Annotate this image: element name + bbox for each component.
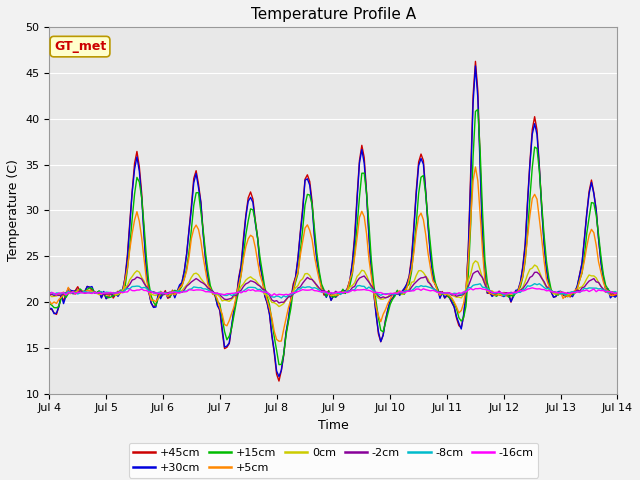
+30cm [472, 63, 479, 69]
0cm [507, 290, 515, 296]
+15cm [261, 285, 269, 290]
Title: Temperature Profile A: Temperature Profile A [251, 7, 416, 22]
X-axis label: Time: Time [318, 419, 349, 432]
+5cm [261, 288, 269, 294]
+5cm [611, 292, 619, 298]
+30cm [45, 305, 53, 311]
-16cm [109, 290, 117, 296]
-16cm [268, 293, 276, 299]
Text: GT_met: GT_met [54, 40, 106, 53]
-2cm [474, 268, 482, 274]
Line: 0cm: 0cm [49, 261, 618, 307]
-16cm [261, 289, 269, 295]
0cm [275, 304, 283, 310]
-8cm [372, 290, 380, 296]
-16cm [529, 285, 536, 291]
Legend: +45cm, +30cm, +15cm, +5cm, 0cm, -2cm, -8cm, -16cm: +45cm, +30cm, +15cm, +5cm, 0cm, -2cm, -8… [129, 443, 538, 478]
+45cm [611, 293, 619, 299]
Line: +5cm: +5cm [49, 167, 618, 341]
+45cm [372, 311, 380, 316]
0cm [109, 289, 117, 295]
-8cm [614, 290, 621, 296]
-8cm [261, 288, 269, 294]
+45cm [472, 59, 479, 64]
-8cm [109, 290, 117, 296]
Line: +15cm: +15cm [49, 109, 618, 365]
+15cm [45, 300, 53, 306]
+30cm [507, 299, 515, 304]
-8cm [505, 291, 513, 297]
-16cm [614, 289, 621, 295]
+5cm [467, 217, 475, 223]
0cm [614, 291, 621, 297]
-16cm [611, 290, 619, 296]
+30cm [467, 177, 475, 183]
+15cm [372, 298, 380, 304]
-2cm [275, 300, 283, 306]
0cm [467, 271, 475, 277]
+15cm [467, 221, 475, 227]
+5cm [275, 338, 283, 344]
+5cm [614, 291, 621, 297]
0cm [261, 291, 269, 297]
+45cm [614, 292, 621, 298]
Line: -2cm: -2cm [49, 271, 618, 303]
+30cm [372, 312, 380, 317]
+45cm [275, 378, 283, 384]
+15cm [611, 291, 619, 297]
+45cm [109, 295, 117, 301]
+5cm [109, 290, 117, 296]
0cm [372, 292, 380, 298]
-2cm [614, 290, 621, 296]
-2cm [109, 291, 117, 297]
Line: -8cm: -8cm [49, 284, 618, 298]
+5cm [507, 291, 515, 297]
-8cm [45, 290, 53, 296]
+5cm [472, 164, 479, 170]
-2cm [611, 290, 619, 296]
+15cm [507, 292, 515, 298]
-2cm [45, 292, 53, 298]
0cm [472, 258, 479, 264]
+15cm [109, 293, 117, 299]
+5cm [372, 304, 380, 310]
+45cm [261, 293, 269, 299]
-2cm [372, 290, 380, 296]
-2cm [467, 277, 475, 283]
-16cm [372, 289, 380, 295]
0cm [611, 289, 619, 295]
-16cm [467, 286, 475, 291]
-16cm [505, 290, 513, 296]
+45cm [467, 170, 475, 176]
+30cm [261, 293, 269, 299]
-2cm [507, 289, 515, 295]
+30cm [611, 294, 619, 300]
-8cm [278, 295, 285, 301]
Y-axis label: Temperature (C): Temperature (C) [7, 159, 20, 262]
Line: +30cm: +30cm [49, 66, 618, 377]
+30cm [275, 374, 283, 380]
+30cm [109, 293, 117, 299]
-8cm [531, 281, 538, 287]
+15cm [614, 291, 621, 297]
+15cm [275, 362, 283, 368]
Line: +45cm: +45cm [49, 61, 618, 381]
Line: -16cm: -16cm [49, 288, 618, 296]
+15cm [474, 107, 482, 112]
-16cm [45, 291, 53, 297]
+30cm [614, 292, 621, 298]
-2cm [261, 287, 269, 293]
+45cm [507, 299, 515, 305]
-8cm [467, 285, 475, 290]
0cm [45, 291, 53, 297]
+45cm [45, 306, 53, 312]
+5cm [45, 298, 53, 304]
-8cm [611, 288, 619, 294]
